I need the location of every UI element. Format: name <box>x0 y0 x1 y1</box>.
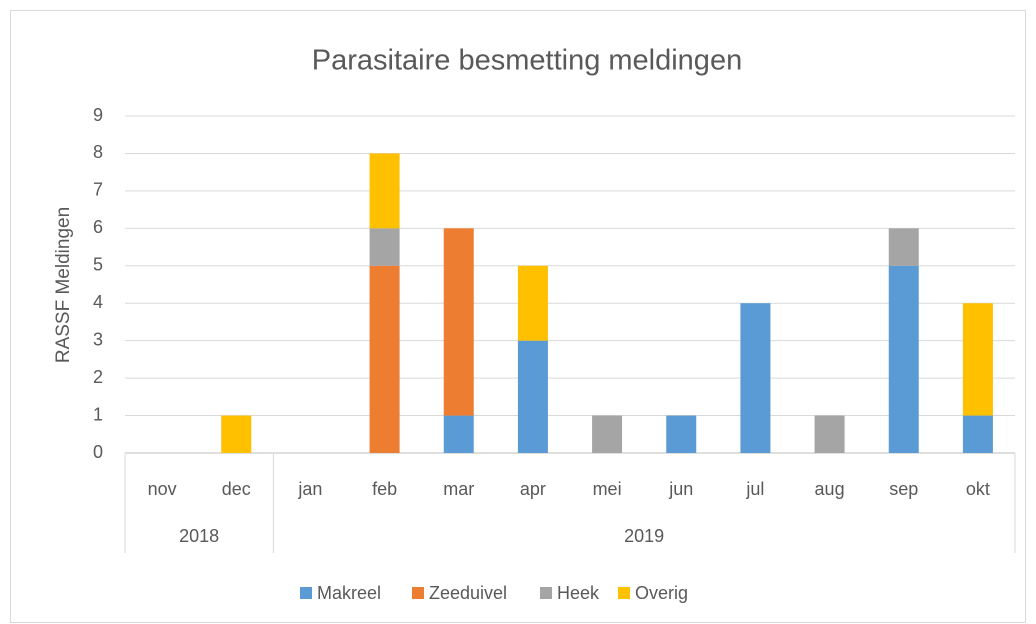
bar-segment <box>517 340 548 453</box>
y-tick-label: 3 <box>93 329 103 349</box>
x-tick-label: sep <box>889 479 918 499</box>
bar-segment <box>962 415 993 453</box>
x-tick-label: aug <box>815 479 845 499</box>
bar-segment <box>221 415 252 453</box>
bar-segment <box>666 415 697 453</box>
legend-swatch <box>300 587 312 599</box>
x-tick-label: jul <box>745 479 764 499</box>
legend-label: Makreel <box>317 583 381 603</box>
group-label: 2019 <box>624 526 664 546</box>
x-tick-label: jun <box>668 479 693 499</box>
bar-segment <box>443 415 474 453</box>
x-tick-label: mei <box>593 479 622 499</box>
x-tick-label: mar <box>443 479 474 499</box>
bar-segment <box>740 303 771 453</box>
x-tick-label: jan <box>297 479 322 499</box>
x-tick-label: okt <box>966 479 990 499</box>
legend-label: Zeeduivel <box>429 583 507 603</box>
y-tick-label: 8 <box>93 142 103 162</box>
y-tick-label: 7 <box>93 180 103 200</box>
bar-segment <box>962 303 993 416</box>
chart-title: Parasitaire besmetting meldingen <box>312 45 742 77</box>
legend-swatch <box>540 587 552 599</box>
bar-segment <box>814 415 845 453</box>
bar-segment <box>369 228 400 266</box>
legend-swatch <box>618 587 630 599</box>
y-tick-label: 9 <box>93 105 103 125</box>
legend-label: Heek <box>557 583 600 603</box>
y-tick-label: 2 <box>93 367 103 387</box>
y-tick-label: 5 <box>93 255 103 275</box>
bar-segment <box>888 228 919 266</box>
bar-segment <box>888 265 919 453</box>
legend-label: Overig <box>635 583 688 603</box>
x-tick-label: apr <box>520 479 546 499</box>
y-tick-label: 0 <box>93 442 103 462</box>
x-tick-label: feb <box>372 479 397 499</box>
y-axis-title: RASSF Meldingen <box>53 207 74 363</box>
y-tick-label: 6 <box>93 217 103 237</box>
x-tick-label: nov <box>148 479 177 499</box>
y-tick-label: 1 <box>93 404 103 424</box>
bar-segment <box>443 228 474 416</box>
bar-segment <box>369 153 400 229</box>
bar-segment <box>369 265 400 453</box>
bar-segment <box>517 265 548 341</box>
group-label: 2018 <box>179 526 219 546</box>
y-tick-label: 4 <box>93 292 103 312</box>
bar-segment <box>592 415 623 453</box>
legend-swatch <box>412 587 424 599</box>
x-tick-label: dec <box>222 479 251 499</box>
